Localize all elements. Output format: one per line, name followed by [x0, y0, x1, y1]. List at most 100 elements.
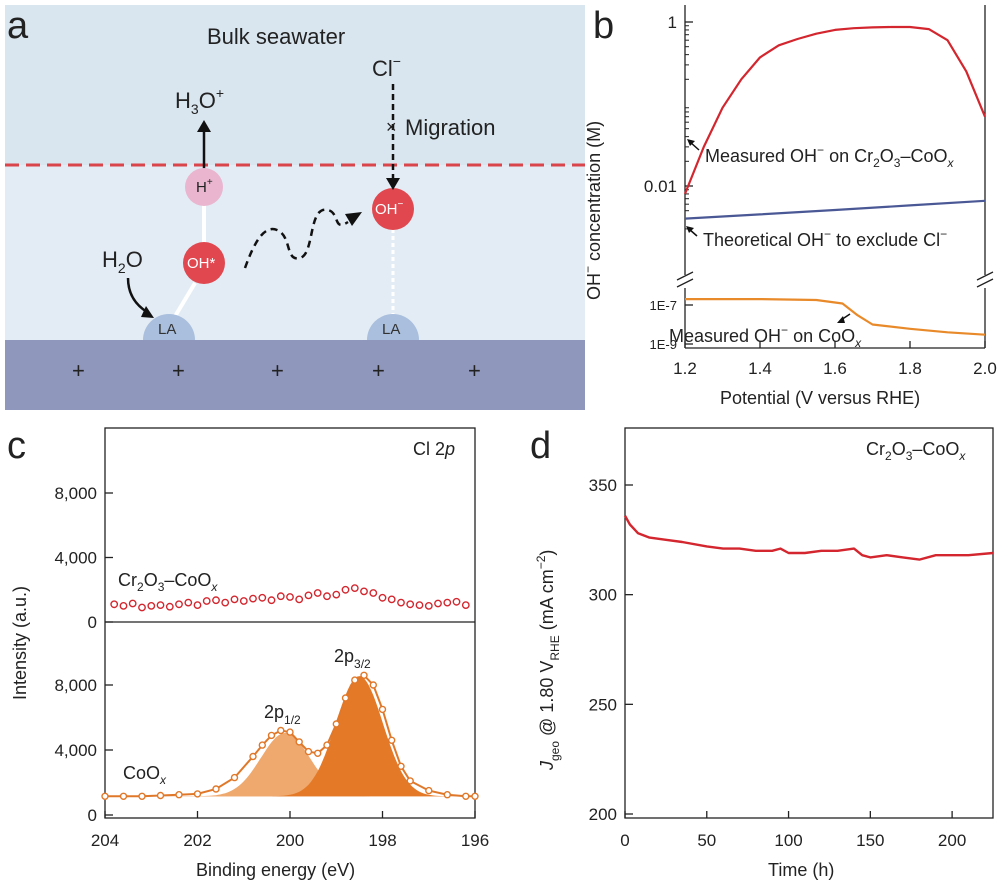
c-top-point [295, 595, 304, 604]
c-top-point [452, 597, 461, 606]
c-bottom-point [471, 792, 479, 800]
up-arrow-head-icon [197, 120, 211, 132]
h3o-label: H3O+ [175, 85, 224, 117]
c-bottom-point [286, 728, 294, 736]
h2o-arrow-head-icon [141, 306, 154, 318]
c-top-point [258, 593, 267, 602]
b-annot-arrow-head-1-icon [687, 139, 695, 146]
c-top-point [286, 593, 294, 601]
c-peak-2p12-label: 2p1/2 [264, 702, 301, 727]
c-x-axis-title: Binding energy (eV) [196, 860, 355, 880]
oh-minus-label: OH− [375, 199, 404, 218]
c-top-point [443, 598, 452, 607]
c-top-point [156, 601, 165, 609]
b-annot-theoretical: Theoretical OH− to exclude Cl− [703, 227, 947, 250]
b-xtick-label: 1.2 [673, 359, 697, 378]
d-series [623, 515, 994, 561]
c-top-point [193, 601, 202, 609]
c-ytick-label: 0 [88, 806, 97, 825]
la-right-label: LA [382, 321, 400, 338]
b-ytick-label: 0.01 [644, 177, 677, 196]
c-bottom-point [267, 731, 276, 740]
c-top-point [360, 587, 368, 596]
b-axis-break-4 [976, 278, 994, 288]
d-xtick-label: 50 [697, 831, 716, 850]
panel-c: c 0 0 4,000 4,000 8,000 8,000 204 202 200 198 196… [7, 425, 489, 880]
c-top-point [175, 600, 183, 609]
c-top-point [313, 589, 322, 597]
la-left-label: LA [158, 321, 176, 338]
c-top-point [276, 592, 285, 601]
c-bottom-point [101, 792, 109, 800]
c-top-point [387, 595, 396, 604]
c-ytick-label: 8,000 [54, 676, 97, 695]
h-plus-label: H+ [196, 177, 213, 196]
c-bottom-point [341, 694, 350, 702]
c-top-point [230, 595, 239, 604]
b-xtick-label: 1.4 [748, 359, 772, 378]
c-bottom-point [249, 752, 257, 761]
b-axis-break-2 [676, 278, 694, 288]
d-xtick-label: 200 [938, 831, 966, 850]
d-legend-label: Cr2O3–CoOx [866, 439, 966, 463]
b-ytick-label: 1 [668, 13, 677, 32]
c-y-axis-title: Intensity (a.u.) [10, 586, 30, 700]
c-bottom-point [175, 791, 183, 799]
b-annot-cr2o3: Measured OH− on Cr2O3–CoOx [705, 143, 955, 170]
c-bottom-point [304, 747, 313, 756]
water-bottom [5, 165, 585, 340]
b-axis-break-1 [676, 271, 694, 281]
d-series-line [623, 515, 994, 561]
c-top-point [378, 593, 387, 602]
bond-oh-la [172, 281, 197, 320]
c-xtick-label: 198 [368, 831, 396, 850]
h2o-arrow-line [126, 277, 148, 314]
substrate-charges: + + + + + [72, 358, 481, 383]
c-top-point [350, 584, 359, 592]
c-xtick-label: 200 [276, 831, 304, 850]
c-top-point [202, 597, 211, 605]
c-bottom-point [425, 786, 433, 795]
b-xtick-label: 2.0 [973, 359, 997, 378]
b-xtick-label: 1.6 [823, 359, 847, 378]
c-top-point [434, 599, 442, 608]
b-xtick-label: 1.8 [898, 359, 922, 378]
c-bottom-point [332, 720, 340, 728]
c-peak-2p32-label: 2p3/2 [334, 646, 371, 671]
la-left-node [143, 314, 195, 340]
c-cl2p-label: Cl 2p [413, 439, 455, 459]
c-peak-2p32-fill [105, 676, 475, 797]
d-ytick-label: 200 [589, 805, 617, 824]
c-x-ticks: 204 202 200 198 196 [91, 811, 489, 850]
b-series-lines [683, 25, 987, 336]
d-ytick-label: 300 [589, 586, 617, 605]
c-ytick-label: 4,000 [54, 549, 97, 568]
cl-arrow-head-icon [386, 178, 400, 190]
c-bottom-point [323, 741, 331, 749]
b-y-ticks: 1 0.01 1E-7 1E-9 [644, 13, 693, 352]
panel-b: b 1 0.01 1E-7 1E-9 1.2 1.4 1.6 1.8 2.0 OH− conc… [581, 5, 997, 408]
c-top-point [119, 602, 128, 610]
plus-sign-4: + [372, 358, 385, 383]
c-bottom-point [397, 762, 405, 770]
c-top-point [138, 603, 146, 612]
c-top-point [415, 601, 424, 609]
d-xtick-label: 150 [856, 831, 884, 850]
b-x-axis-title: Potential (V versus RHE) [720, 388, 920, 408]
c-bottom-point [193, 790, 202, 798]
c-top-point [249, 594, 257, 603]
d-x-ticks: 0 50 100 150 200 [620, 811, 966, 850]
c-bottom-point [388, 736, 396, 744]
b-annot-arrow-head-3-icon [837, 316, 845, 323]
plus-sign-1: + [72, 358, 85, 383]
c-top-point [212, 596, 220, 605]
d-frame [624, 427, 994, 819]
panel-label-a: a [7, 5, 29, 47]
cross-icon: × [386, 117, 397, 137]
c-xtick-label: 196 [461, 831, 489, 850]
b-series-line-0 [683, 25, 987, 195]
d-xtick-label: 0 [620, 831, 629, 850]
c-bottom-point [369, 681, 377, 689]
c-top-point [369, 589, 378, 597]
